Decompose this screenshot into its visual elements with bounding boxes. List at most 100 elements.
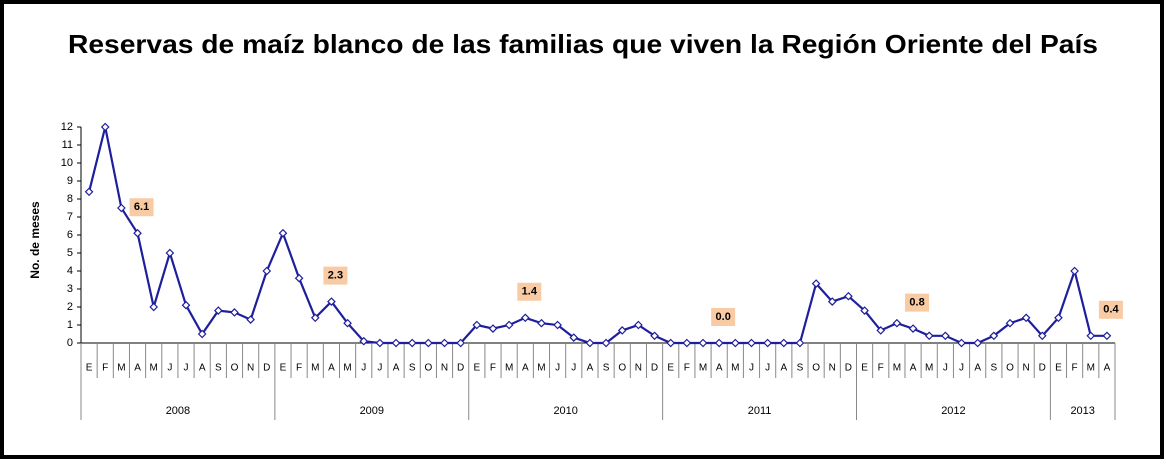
data-point xyxy=(133,228,142,238)
x-tick-label: J xyxy=(943,363,948,374)
y-tick-label: 11 xyxy=(62,139,73,151)
y-tick-label: 4 xyxy=(67,265,73,277)
x-tick-label: O xyxy=(1006,363,1014,374)
data-point xyxy=(795,338,805,348)
y-tick-label: 9 xyxy=(67,175,73,187)
x-tick-label: M xyxy=(537,363,545,374)
data-label: 0.0 xyxy=(716,311,731,323)
data-point xyxy=(327,297,336,306)
x-tick-label: D xyxy=(263,363,270,374)
year-label: 2008 xyxy=(166,405,190,417)
x-tick-label: J xyxy=(361,363,366,374)
x-tick-label: A xyxy=(587,363,594,374)
x-tick-label: M xyxy=(731,363,739,374)
x-tick-label: A xyxy=(393,363,400,374)
x-tick-label: A xyxy=(716,363,723,374)
data-point xyxy=(181,300,191,310)
data-point xyxy=(908,324,918,333)
x-tick-label: E xyxy=(667,363,674,374)
y-tick-label: 8 xyxy=(67,193,73,205)
data-point xyxy=(779,338,789,348)
data-point xyxy=(1102,331,1112,341)
x-tick-label: J xyxy=(555,363,560,374)
data-point xyxy=(246,315,255,324)
x-tick-label: J xyxy=(377,363,382,374)
x-tick-label: N xyxy=(1023,363,1030,374)
x-tick-label: D xyxy=(651,363,658,374)
data-point xyxy=(892,318,902,328)
x-tick-label: S xyxy=(215,363,222,374)
data-point xyxy=(424,338,433,348)
data-point xyxy=(310,313,320,323)
data-point xyxy=(165,248,175,258)
x-tick-label: A xyxy=(522,363,529,374)
data-point xyxy=(763,338,772,348)
x-tick-label: M xyxy=(925,363,933,374)
x-tick-label: M xyxy=(150,363,158,374)
data-label-box xyxy=(711,308,736,326)
data-point xyxy=(343,318,352,328)
data-line xyxy=(88,126,1107,345)
x-tick-label: O xyxy=(231,363,239,374)
x-tick-label: M xyxy=(893,363,901,374)
data-point xyxy=(973,338,983,348)
x-tick-label: N xyxy=(635,363,642,374)
x-tick-label: J xyxy=(749,363,754,374)
x-tick-label: A xyxy=(780,363,787,374)
x-tick-label: N xyxy=(441,363,448,374)
x-tick-label: S xyxy=(797,363,804,374)
data-label-box xyxy=(323,266,348,285)
data-point xyxy=(585,338,595,348)
y-tick-label: 1 xyxy=(67,319,73,331)
x-tick-label: J xyxy=(167,363,172,374)
year-label: 2009 xyxy=(360,405,384,417)
data-point xyxy=(553,320,562,330)
x-tick-label: J xyxy=(959,363,964,374)
x-tick-label: E xyxy=(1055,363,1062,374)
year-label: 2010 xyxy=(553,405,577,417)
x-tick-label: D xyxy=(457,363,464,374)
y-tick-label: 6 xyxy=(67,229,73,241)
chart-title: Reservas de maíz blanco de las familias … xyxy=(68,29,1098,59)
data-point xyxy=(827,297,837,306)
data-point xyxy=(84,187,94,197)
x-tick-label: O xyxy=(424,363,432,374)
data-label-box xyxy=(905,293,930,312)
data-point xyxy=(213,306,223,315)
data-point xyxy=(989,331,999,341)
data-point xyxy=(375,338,385,348)
data-label-box xyxy=(129,198,154,217)
data-point xyxy=(941,331,950,341)
x-tick-label: M xyxy=(311,363,319,374)
data-point xyxy=(504,320,514,330)
x-tick-label: F xyxy=(296,363,302,374)
data-point xyxy=(1005,318,1015,328)
y-tick-label: 10 xyxy=(61,157,73,169)
x-tick-label: M xyxy=(699,363,707,374)
y-tick-label: 0 xyxy=(67,337,73,349)
x-tick-label: E xyxy=(473,363,480,374)
x-tick-label: M xyxy=(343,363,351,374)
data-point xyxy=(488,324,498,333)
data-point xyxy=(1070,266,1079,276)
x-tick-label: A xyxy=(1104,363,1111,374)
x-tick-label: M xyxy=(505,363,513,374)
data-point xyxy=(569,333,579,342)
data-label: 1.4 xyxy=(522,286,538,298)
x-tick-label: F xyxy=(684,363,690,374)
year-label: 2013 xyxy=(1070,405,1094,417)
x-tick-label: E xyxy=(861,363,868,374)
data-point xyxy=(262,266,272,276)
data-point xyxy=(520,313,530,323)
data-point xyxy=(714,338,724,348)
data-point xyxy=(682,338,692,348)
year-label: 2012 xyxy=(941,405,965,417)
x-tick-label: F xyxy=(1072,363,1078,374)
data-point xyxy=(117,203,126,213)
data-point xyxy=(844,291,853,301)
x-tick-label: S xyxy=(409,363,416,374)
x-tick-label: M xyxy=(117,363,125,374)
data-point xyxy=(197,329,207,339)
